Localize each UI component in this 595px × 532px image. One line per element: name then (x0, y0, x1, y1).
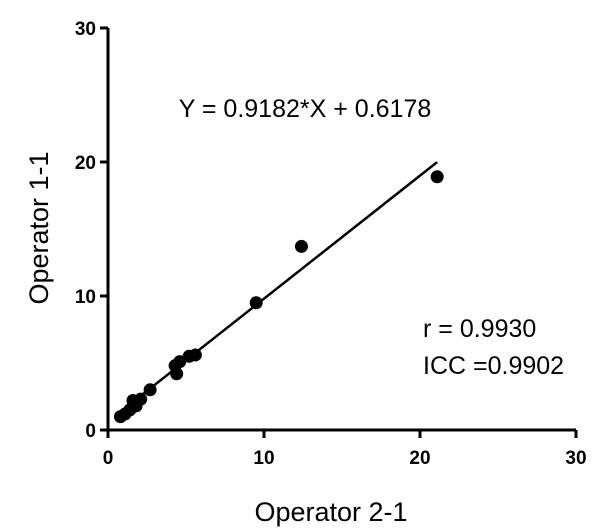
data-points (113, 170, 444, 424)
axes (106, 28, 576, 432)
icc-label: ICC =0.9902 (423, 352, 564, 380)
data-point (143, 383, 157, 397)
pearson-r-label: r = 0.9930 (423, 315, 536, 343)
data-point (188, 348, 202, 362)
x-ticks: 0 10 20 30 (103, 430, 587, 469)
y-tick-label: 10 (75, 287, 96, 308)
y-tick-label: 30 (75, 19, 96, 40)
y-axis-title: Operator 1-1 (24, 151, 54, 304)
regression-line (119, 161, 438, 413)
data-point (134, 392, 148, 406)
regression-equation: Y = 0.9182*X + 0.6178 (179, 95, 432, 123)
data-point (294, 239, 308, 253)
data-point (249, 296, 263, 310)
x-axis-title: Operator 2-1 (254, 497, 407, 527)
x-tick-label: 10 (253, 448, 274, 469)
x-tick-label: 30 (565, 448, 586, 469)
data-point (170, 367, 184, 381)
y-tick-label: 0 (85, 421, 96, 442)
data-point (430, 170, 444, 184)
y-tick-label: 20 (75, 153, 96, 174)
x-tick-label: 20 (409, 448, 430, 469)
y-ticks: 0 10 20 30 (75, 19, 108, 442)
x-tick-label: 0 (103, 448, 114, 469)
